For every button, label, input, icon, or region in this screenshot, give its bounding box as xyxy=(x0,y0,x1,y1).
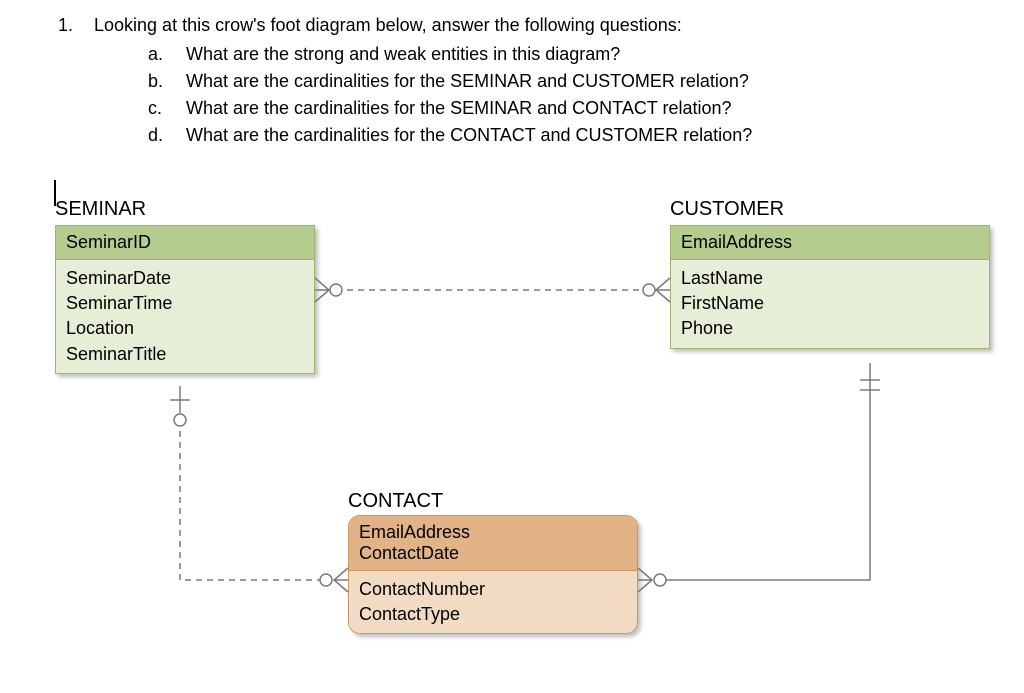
seminar-entity: SeminarID SeminarDate SeminarTime Locati… xyxy=(55,225,315,374)
sub-letter: d. xyxy=(148,122,168,149)
question-block: 1. Looking at this crow's foot diagram b… xyxy=(58,12,752,149)
sub-text: What are the cardinalities for the SEMIN… xyxy=(186,95,732,122)
contact-pk: EmailAddress ContactDate xyxy=(349,516,637,571)
customer-pk: EmailAddress xyxy=(671,226,989,260)
pk-attr: ContactDate xyxy=(359,543,627,564)
question-text: Looking at this crow's foot diagram belo… xyxy=(94,12,682,39)
customer-entity: EmailAddress LastName FirstName Phone xyxy=(670,225,990,349)
attr: ContactType xyxy=(359,602,627,627)
attr: Phone xyxy=(681,316,979,341)
attr: LastName xyxy=(681,266,979,291)
attr: SeminarTime xyxy=(66,291,304,316)
seminar-pk: SeminarID xyxy=(56,226,314,260)
customer-attrs: LastName FirstName Phone xyxy=(671,260,989,348)
pk-attr: EmailAddress xyxy=(359,522,627,543)
sub-letter: c. xyxy=(148,95,168,122)
attr: SeminarTitle xyxy=(66,342,304,367)
customer-title: CUSTOMER xyxy=(670,198,784,221)
seminar-attrs: SeminarDate SeminarTime Location Seminar… xyxy=(56,260,314,373)
contact-entity: EmailAddress ContactDate ContactNumber C… xyxy=(348,515,638,634)
question-number: 1. xyxy=(58,12,76,39)
rel-seminar-customer xyxy=(315,278,670,302)
sub-letter: a. xyxy=(148,41,168,68)
rel-customer-contact xyxy=(638,363,880,592)
attr: SeminarDate xyxy=(66,266,304,291)
contact-title: CONTACT xyxy=(348,490,443,513)
seminar-title: SEMINAR xyxy=(55,198,146,221)
contact-attrs: ContactNumber ContactType xyxy=(349,571,637,633)
sub-questions: a. What are the strong and weak entities … xyxy=(148,41,752,149)
sub-text: What are the cardinalities for the SEMIN… xyxy=(186,68,749,95)
sub-text: What are the cardinalities for the CONTA… xyxy=(186,122,752,149)
sub-text: What are the strong and weak entities in… xyxy=(186,41,620,68)
attr: ContactNumber xyxy=(359,577,627,602)
sub-letter: b. xyxy=(148,68,168,95)
rel-seminar-contact xyxy=(170,386,348,592)
attr: FirstName xyxy=(681,291,979,316)
attr: Location xyxy=(66,316,304,341)
